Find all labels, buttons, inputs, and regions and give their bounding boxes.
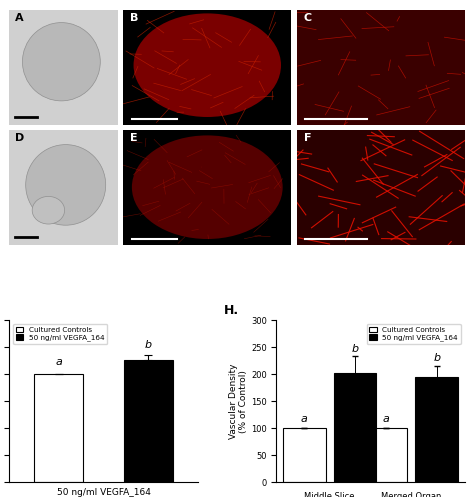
- Legend: Cultured Controls, 50 ng/ml VEGFA_164: Cultured Controls, 50 ng/ml VEGFA_164: [13, 324, 108, 344]
- Ellipse shape: [134, 13, 281, 117]
- Text: D: D: [15, 133, 24, 143]
- Bar: [124, 360, 173, 482]
- Bar: [283, 428, 326, 482]
- Bar: [365, 428, 407, 482]
- Text: F: F: [304, 133, 311, 143]
- Text: b: b: [433, 353, 440, 363]
- Text: C: C: [304, 13, 312, 23]
- Text: b: b: [145, 340, 152, 350]
- Ellipse shape: [22, 22, 100, 101]
- Ellipse shape: [132, 135, 283, 239]
- Text: a: a: [55, 356, 62, 367]
- Ellipse shape: [32, 196, 64, 224]
- Text: a: a: [383, 414, 390, 424]
- Bar: [34, 374, 83, 482]
- Text: H.: H.: [224, 304, 239, 317]
- Text: E: E: [130, 133, 138, 143]
- Ellipse shape: [26, 145, 106, 225]
- Legend: Cultured Controls, 50 ng/ml VEGFA_164: Cultured Controls, 50 ng/ml VEGFA_164: [366, 324, 461, 344]
- Text: b: b: [351, 344, 358, 354]
- Text: A: A: [15, 13, 24, 23]
- X-axis label: 50 ng/ml VEGFA_164: 50 ng/ml VEGFA_164: [56, 488, 150, 497]
- Text: a: a: [301, 414, 308, 424]
- Bar: [334, 373, 376, 482]
- Bar: [416, 377, 458, 482]
- Text: B: B: [130, 13, 138, 23]
- Y-axis label: Vascular Density
(% of Control): Vascular Density (% of Control): [229, 363, 248, 439]
